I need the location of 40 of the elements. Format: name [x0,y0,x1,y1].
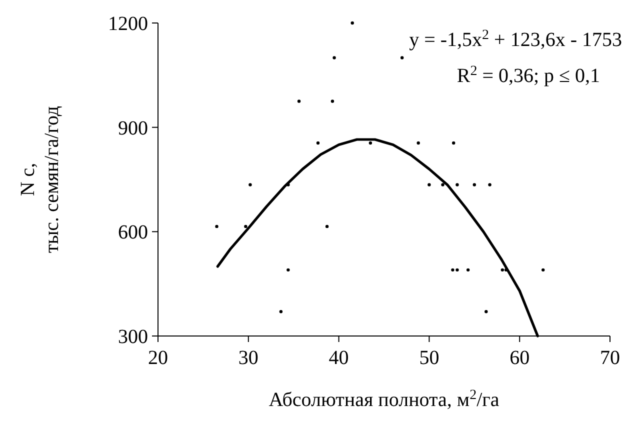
x-tick-label: 60 [510,347,530,369]
point [452,141,456,145]
point [316,141,320,145]
point [428,183,431,186]
x-tick-label: 20 [148,347,168,369]
point [542,268,545,272]
point [400,56,404,60]
point [325,224,329,228]
y-tick-label: 300 [118,326,148,348]
y-tick-label: 600 [118,222,148,244]
point [441,183,444,186]
point [248,183,252,186]
point [286,268,290,272]
x-axis-title: Абсолютная полнота, м$^{2}$/га [268,388,500,411]
point [451,268,454,272]
point [488,183,492,186]
point [472,183,476,186]
annotation: R$^{2}$ = 0,36; p ≤ 0,1 [456,64,600,87]
point [244,224,248,228]
x-tick-label: 30 [238,347,258,369]
x-tick-label: 50 [419,347,440,369]
point [279,310,283,314]
point [456,183,459,186]
point [500,268,504,272]
y-tick-label: 1200 [108,13,148,35]
point [484,310,488,314]
point [215,224,218,228]
annotation: y = -1,5x$^{2}$ + 123,6x - 1753 [409,28,622,51]
point [297,100,301,103]
y-tick-label: 900 [118,117,148,140]
x-tick-label: 40 [328,347,349,369]
x-tick-label: 70 [600,347,620,369]
point [416,141,420,145]
point [368,141,372,145]
point [350,21,354,25]
y-axis-title: N c, тыс. семян/га/год [17,106,63,254]
point [466,268,470,272]
point [330,100,334,103]
point [332,56,336,60]
point [456,268,459,272]
